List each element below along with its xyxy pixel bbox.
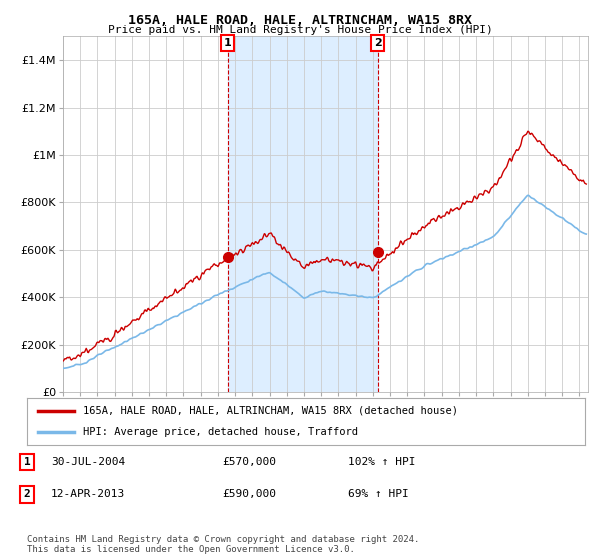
Text: 165A, HALE ROAD, HALE, ALTRINCHAM, WA15 8RX (detached house): 165A, HALE ROAD, HALE, ALTRINCHAM, WA15 … bbox=[83, 406, 458, 416]
Text: 69% ↑ HPI: 69% ↑ HPI bbox=[348, 489, 409, 500]
Text: 102% ↑ HPI: 102% ↑ HPI bbox=[348, 457, 415, 467]
Bar bbox=[228, 36, 377, 392]
Text: Price paid vs. HM Land Registry's House Price Index (HPI): Price paid vs. HM Land Registry's House … bbox=[107, 25, 493, 35]
Text: 1: 1 bbox=[224, 38, 232, 48]
Text: Contains HM Land Registry data © Crown copyright and database right 2024.
This d: Contains HM Land Registry data © Crown c… bbox=[27, 535, 419, 554]
Text: £590,000: £590,000 bbox=[222, 489, 276, 500]
Text: HPI: Average price, detached house, Trafford: HPI: Average price, detached house, Traf… bbox=[83, 427, 358, 437]
Text: 2: 2 bbox=[23, 489, 31, 500]
Text: £570,000: £570,000 bbox=[222, 457, 276, 467]
Text: 1: 1 bbox=[23, 457, 31, 467]
Text: 30-JUL-2004: 30-JUL-2004 bbox=[51, 457, 125, 467]
Text: 165A, HALE ROAD, HALE, ALTRINCHAM, WA15 8RX: 165A, HALE ROAD, HALE, ALTRINCHAM, WA15 … bbox=[128, 14, 472, 27]
Text: 2: 2 bbox=[374, 38, 382, 48]
Text: 12-APR-2013: 12-APR-2013 bbox=[51, 489, 125, 500]
